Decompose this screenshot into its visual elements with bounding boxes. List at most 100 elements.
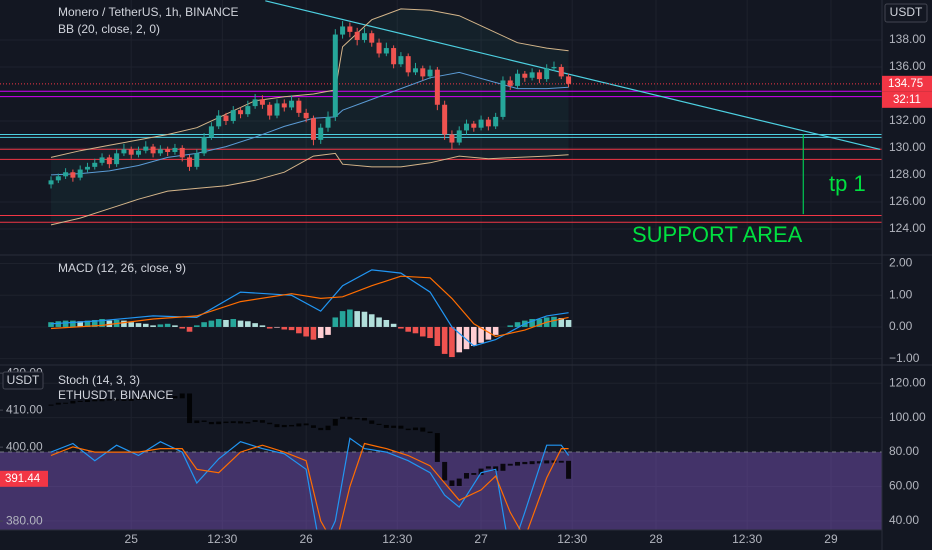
histogram-bar <box>48 322 54 327</box>
y-tick-label: 1.00 <box>889 287 913 301</box>
candle-body <box>274 103 280 116</box>
candle-body <box>296 423 302 427</box>
histogram-bar <box>565 319 572 327</box>
x-tick-label: 28 <box>649 532 663 546</box>
candle-body <box>427 69 433 77</box>
candle-body <box>434 433 440 462</box>
candle-body <box>150 397 156 400</box>
y-tick-label: 40.00 <box>889 513 919 527</box>
candle-body <box>434 69 440 105</box>
candle-body <box>347 416 353 420</box>
last-price-label: 134.75 <box>888 78 923 90</box>
histogram-bar <box>368 314 375 327</box>
histogram-bar <box>70 320 76 327</box>
candle-body <box>281 103 287 108</box>
x-tick-label: 26 <box>299 532 313 546</box>
histogram-bar <box>252 323 258 327</box>
candle-body <box>259 420 265 423</box>
candle-body <box>478 468 484 475</box>
histogram-bar <box>361 311 368 327</box>
candle-body <box>318 427 324 431</box>
indicator-line <box>50 275 569 338</box>
histogram-bar <box>427 326 433 339</box>
candle-body <box>361 417 367 421</box>
candle-body <box>420 68 426 77</box>
histogram-bar <box>186 326 193 332</box>
histogram-bar <box>339 311 346 327</box>
candle-body <box>536 72 542 80</box>
histogram-bar <box>179 326 186 329</box>
candle-body <box>310 118 316 140</box>
histogram-bar <box>463 326 470 350</box>
histogram-bar <box>434 326 441 346</box>
histogram-bar <box>266 326 273 329</box>
candle-body <box>442 104 448 135</box>
candle-body <box>165 396 171 398</box>
candle-body <box>551 66 557 69</box>
indicator-title: BB (20, close, 2, 0) <box>58 22 160 36</box>
candle-body <box>238 110 244 115</box>
candle-body <box>507 80 513 86</box>
candle-body <box>544 68 550 80</box>
histogram-bar <box>536 319 543 327</box>
candle-body <box>493 466 499 471</box>
y-tick-label: 2.00 <box>889 256 913 270</box>
candle-body <box>376 42 382 54</box>
candle-body <box>471 123 477 128</box>
histogram-bar <box>194 325 200 327</box>
candle-body <box>449 480 455 486</box>
candle-body <box>296 100 302 113</box>
candle-body <box>332 419 338 426</box>
y-tick-label: −1.00 <box>889 351 920 365</box>
histogram-bar <box>478 326 484 343</box>
histogram-bar <box>164 323 171 327</box>
macd-pane <box>48 269 572 358</box>
y-tick-label: 128.00 <box>889 167 926 181</box>
candle-body <box>238 421 244 424</box>
candle-body <box>194 420 200 424</box>
candle-body <box>281 424 287 428</box>
last-price-box <box>0 470 48 487</box>
stoch-line <box>50 442 569 530</box>
candle-body <box>106 399 112 401</box>
candle-body <box>544 460 550 464</box>
histogram-bar <box>201 322 207 327</box>
candle-body <box>515 73 521 86</box>
trend-line <box>265 0 880 150</box>
candle-body <box>223 115 229 121</box>
candle-body <box>310 425 316 428</box>
countdown-box <box>882 91 932 108</box>
candle-body <box>376 423 382 425</box>
candle-body <box>223 421 229 424</box>
x-tick-label: 12:30 <box>207 532 237 546</box>
candle-body <box>92 399 98 402</box>
currency-label[interactable]: USDT <box>7 373 40 387</box>
histogram-bar <box>288 326 295 331</box>
histogram-bar <box>142 323 149 327</box>
x-tick-label: 29 <box>824 532 838 546</box>
histogram-bar <box>419 326 426 337</box>
currency-label[interactable]: USDT <box>890 5 923 19</box>
last-price-label: 391.44 <box>5 473 41 485</box>
band-lower <box>50 152 569 226</box>
currency-box[interactable] <box>2 371 44 390</box>
candle-body <box>128 149 134 155</box>
band-fill <box>51 8 569 225</box>
histogram-bar <box>237 320 244 327</box>
candle-body <box>391 425 397 428</box>
currency-box[interactable] <box>884 3 928 23</box>
y-tick-label: 80.00 <box>889 444 919 458</box>
histogram-bar <box>412 326 419 334</box>
histogram-bar <box>405 326 411 332</box>
candle-body <box>179 393 185 399</box>
candle-body <box>456 478 462 486</box>
histogram-bar <box>106 320 113 327</box>
candle-body <box>449 134 455 143</box>
candle-body <box>63 172 69 177</box>
candle-body <box>245 421 251 424</box>
candle-body <box>150 146 156 154</box>
candle-body <box>70 172 76 178</box>
histogram-bar <box>230 319 237 327</box>
histogram-bar <box>471 326 477 346</box>
histogram-bar <box>215 319 222 327</box>
